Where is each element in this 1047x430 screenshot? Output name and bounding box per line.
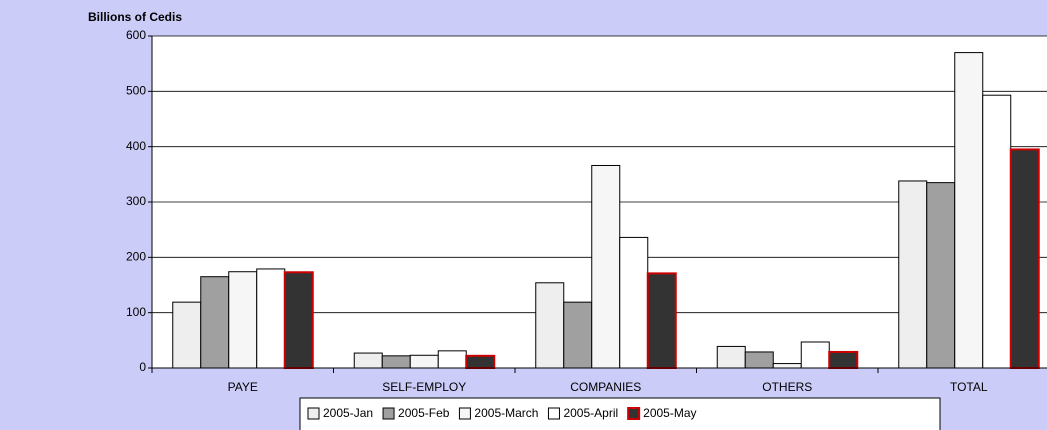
legend-box	[299, 397, 941, 430]
bar	[409, 354, 439, 369]
bar	[646, 272, 677, 370]
bar	[200, 276, 230, 369]
legend-swatch	[627, 407, 641, 420]
legend-label: 2005-May	[643, 406, 696, 420]
bar	[1009, 148, 1040, 369]
legend-label: 2005-Jan	[323, 406, 373, 420]
y-tick-label: 600	[126, 28, 146, 42]
bar	[283, 271, 314, 370]
bar	[228, 271, 258, 369]
bar	[563, 301, 593, 369]
x-tick-label: SELF-EMPLOY	[382, 380, 466, 394]
bar	[828, 350, 859, 370]
legend-swatch	[458, 407, 471, 420]
bar	[535, 282, 565, 369]
bar	[800, 341, 830, 369]
bar	[716, 345, 746, 369]
bar	[353, 352, 383, 369]
bar	[744, 351, 774, 369]
y-tick-label: 200	[126, 250, 146, 264]
y-tick-label: 500	[126, 84, 146, 98]
bar	[619, 236, 649, 369]
legend-label: 2005-Feb	[398, 406, 450, 420]
legend: 2005-Jan 2005-Feb 2005-March 2005-April 2005…	[299, 397, 941, 430]
bar	[926, 182, 956, 369]
bar	[172, 301, 202, 369]
legend-swatch	[547, 407, 560, 420]
legend-swatch	[307, 407, 320, 420]
y-tick-label: 0	[139, 360, 146, 374]
y-tick-label: 300	[126, 194, 146, 208]
legend-label: 2005-April	[563, 406, 618, 420]
bar	[982, 94, 1012, 369]
y-tick-label: 400	[126, 139, 146, 153]
bar	[772, 363, 802, 369]
legend-swatch	[382, 407, 395, 420]
x-tick-label: COMPANIES	[570, 380, 641, 394]
bar	[465, 354, 496, 369]
bar	[437, 350, 467, 369]
bar	[898, 180, 928, 369]
x-tick-label: OTHERS	[762, 380, 812, 394]
bar	[591, 164, 621, 369]
x-tick-label: TOTAL	[950, 380, 988, 394]
y-tick-label: 100	[126, 305, 146, 319]
legend-label: 2005-March	[474, 406, 538, 420]
bar	[256, 268, 286, 369]
bar	[381, 355, 411, 369]
chart-title: Billions of Cedis	[88, 10, 182, 24]
x-tick-label: PAYE	[228, 380, 258, 394]
bar	[954, 52, 984, 369]
